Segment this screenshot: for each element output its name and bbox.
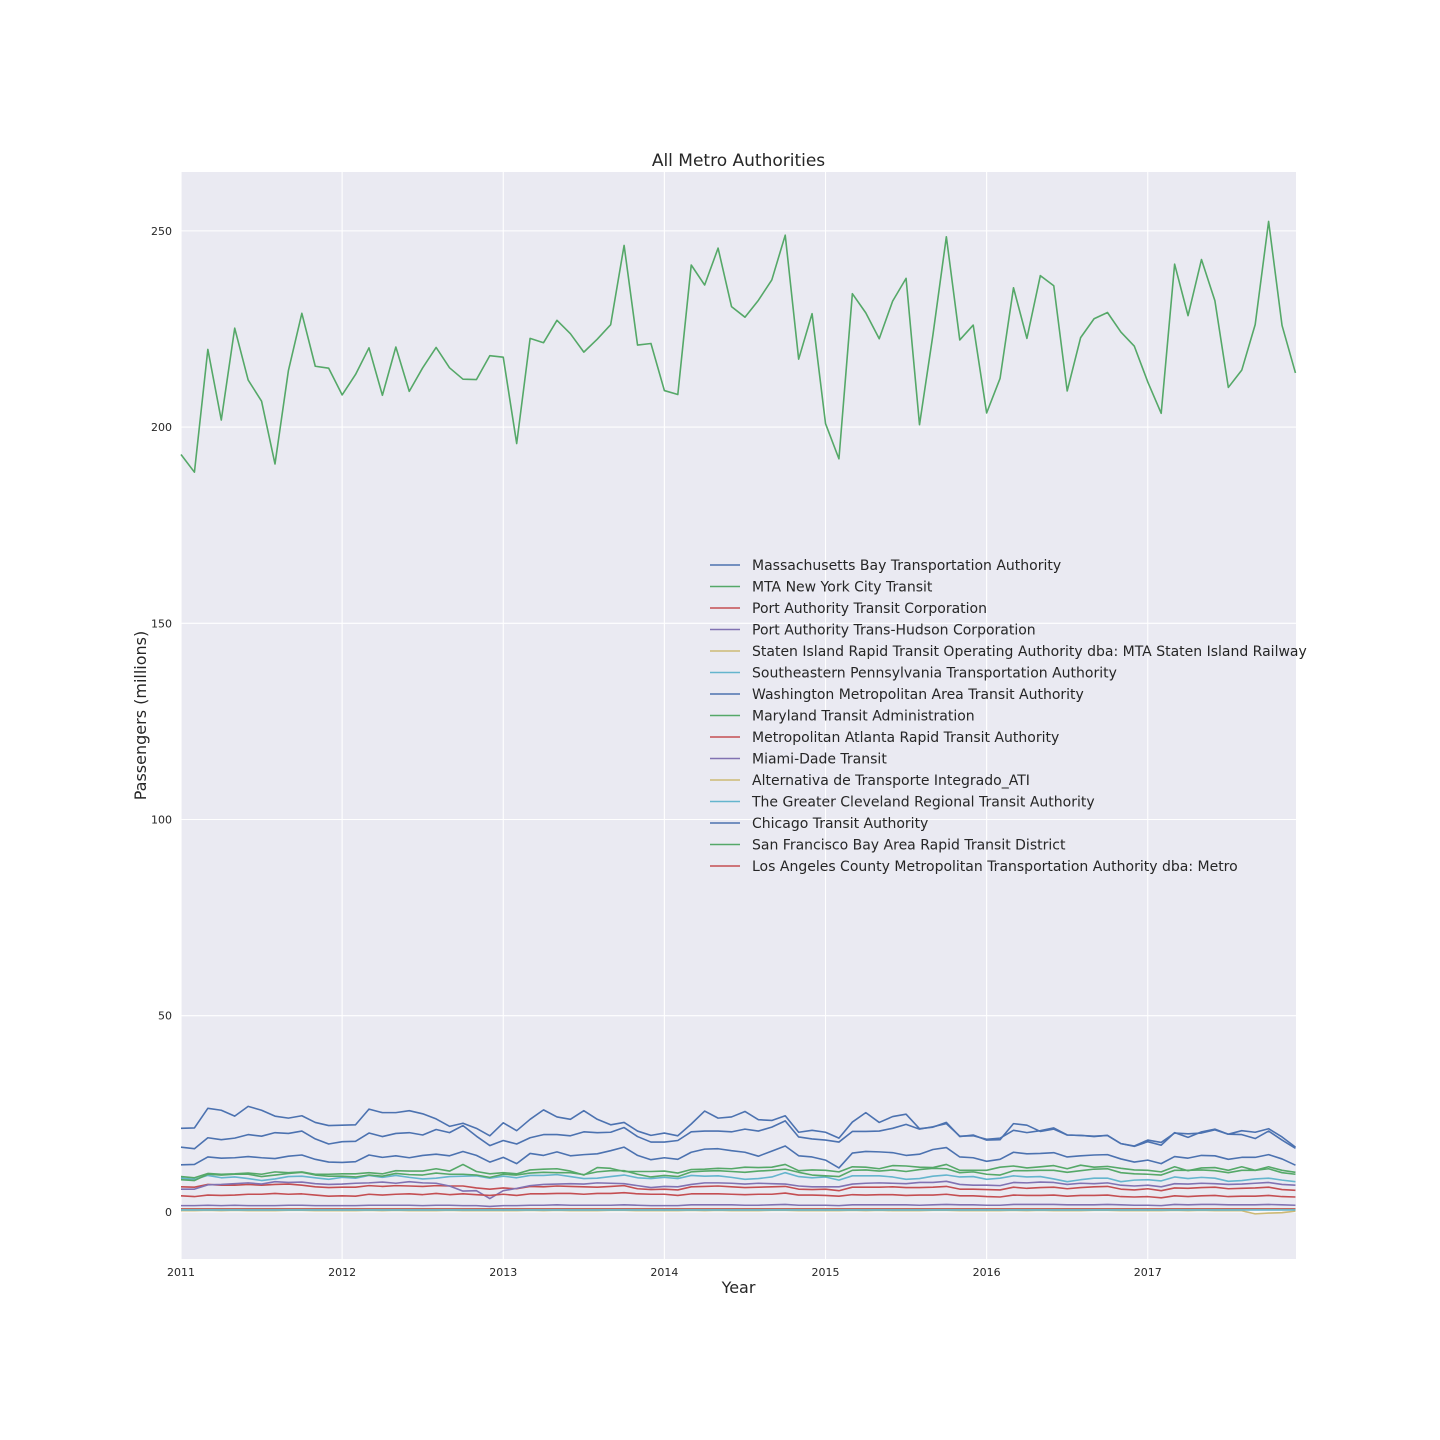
- series-line-7: [180, 1105, 1296, 1148]
- legend-label: Southeastern Pennsylvania Transportation…: [752, 666, 1117, 682]
- legend-label: Metropolitan Atlanta Rapid Transit Autho…: [752, 730, 1059, 746]
- y-tick-label: 150: [151, 617, 172, 630]
- legend-label: The Greater Cleveland Regional Transit A…: [751, 795, 1095, 811]
- y-axis-label: Passengers (millions): [131, 631, 150, 801]
- series-line-4: [181, 1203, 1296, 1208]
- x-tick-label: 2016: [973, 1266, 1001, 1279]
- legend-label: Maryland Transit Administration: [752, 709, 975, 725]
- legend-label: Los Angeles County Metropolitan Transpor…: [752, 859, 1238, 875]
- legend: Massachusetts Bay Transportation Authori…: [710, 558, 1307, 875]
- legend-label: Staten Island Rapid Transit Operating Au…: [752, 644, 1307, 660]
- legend-label: Port Authority Trans-Hudson Corporation: [752, 623, 1036, 639]
- grid: [180, 172, 1296, 1259]
- x-tick-label: 2012: [328, 1266, 356, 1279]
- legend-label: Alternativa de Transporte Integrado_ATI: [752, 773, 1030, 789]
- y-tick-label: 250: [151, 225, 172, 238]
- x-tick-label: 2013: [489, 1266, 517, 1279]
- x-axis-label: Year: [721, 1278, 756, 1297]
- series-line-15: [180, 1191, 1296, 1199]
- legend-label: MTA New York City Transit: [752, 580, 933, 596]
- legend-label: Washington Metropolitan Area Transit Aut…: [752, 687, 1084, 703]
- legend-label: Massachusetts Bay Transportation Authori…: [752, 558, 1061, 574]
- legend-label: Miami-Dade Transit: [752, 752, 887, 768]
- legend-label: Chicago Transit Authority: [752, 816, 928, 832]
- y-tick-label: 100: [151, 813, 172, 826]
- x-tick-label: 2011: [167, 1266, 195, 1279]
- series-line-9: [180, 1183, 1296, 1192]
- x-tick-label: 2014: [650, 1266, 678, 1279]
- y-tick-label: 50: [158, 1010, 172, 1023]
- y-tick-label: 0: [165, 1206, 172, 1219]
- chart-title: All Metro Authorities: [652, 151, 825, 171]
- x-tick-label: 2017: [1134, 1266, 1162, 1279]
- series-line-10: [181, 1180, 1296, 1200]
- y-tick-label: 200: [151, 421, 172, 434]
- series-line-14: [180, 1167, 1296, 1182]
- x-tick-label: 2015: [812, 1266, 840, 1279]
- series-line-8: [180, 1163, 1296, 1179]
- series-line-2: [180, 220, 1297, 474]
- series-lines: [180, 220, 1297, 1215]
- legend-label: San Francisco Bay Area Rapid Transit Dis…: [752, 838, 1066, 854]
- legend-label: Port Authority Transit Corporation: [752, 601, 987, 617]
- axis-ticks: 2011 2012 2013 2014 2015 2016 2017 0 50 100 150 200…: [151, 225, 1162, 1279]
- series-line-13: [180, 1145, 1296, 1169]
